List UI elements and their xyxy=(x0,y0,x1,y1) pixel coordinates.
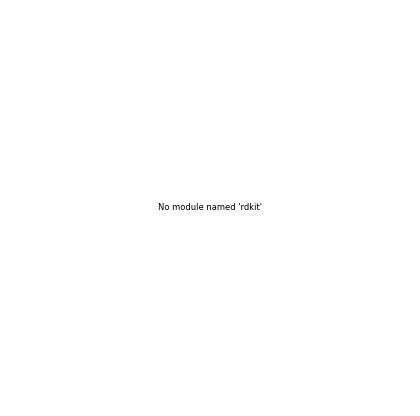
Text: No module named 'rdkit': No module named 'rdkit' xyxy=(158,203,262,213)
